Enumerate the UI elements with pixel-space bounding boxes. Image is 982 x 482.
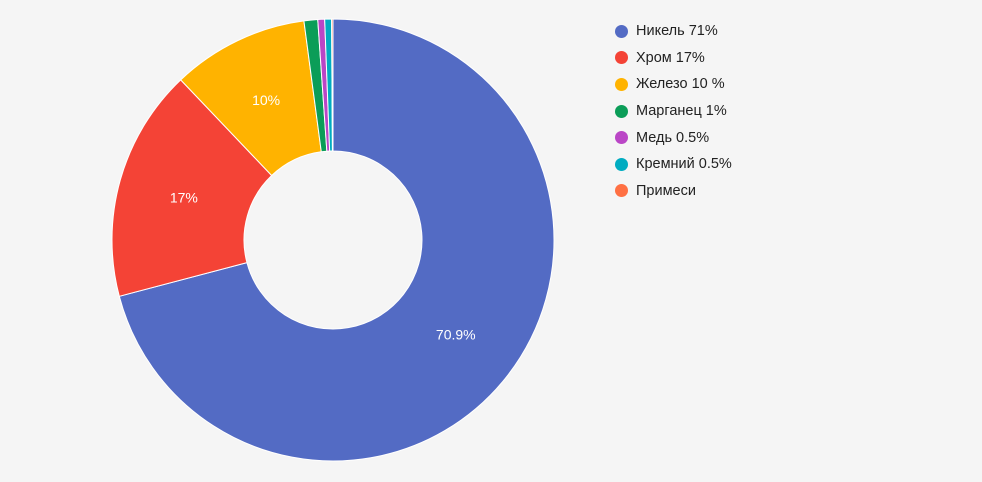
legend-label-0: Никель 71% bbox=[636, 23, 718, 40]
legend-item-1[interactable]: Хром 17% bbox=[615, 45, 732, 72]
legend-item-2[interactable]: Железо 10 % bbox=[615, 71, 732, 98]
legend-item-5[interactable]: Кремний 0.5% bbox=[615, 151, 732, 178]
legend-swatch-1 bbox=[615, 51, 628, 65]
slice-data-label-0: 70.9% bbox=[436, 327, 476, 343]
legend-swatch-4 bbox=[615, 131, 628, 145]
legend-label-6: Примеси bbox=[636, 182, 696, 199]
slice-data-label-1: 17% bbox=[170, 190, 198, 206]
chart-legend: Никель 71% Хром 17% Железо 10 % Марганец 1%… bbox=[615, 18, 732, 204]
slice-6[interactable] bbox=[331, 18, 334, 152]
legend-label-2: Железо 10 % bbox=[636, 76, 725, 93]
legend-swatch-0 bbox=[615, 24, 628, 38]
legend-item-0[interactable]: Никель 71% bbox=[615, 18, 732, 45]
legend-label-1: Хром 17% bbox=[636, 49, 705, 66]
slice-data-label-2: 10% bbox=[252, 92, 280, 108]
legend-item-4[interactable]: Медь 0.5% bbox=[615, 124, 732, 151]
slice-0[interactable] bbox=[118, 18, 555, 462]
legend-swatch-6 bbox=[615, 184, 628, 198]
legend-label-5: Кремний 0.5% bbox=[636, 156, 732, 173]
legend-swatch-3 bbox=[615, 104, 628, 118]
legend-swatch-2 bbox=[615, 77, 628, 91]
legend-item-3[interactable]: Марганец 1% bbox=[615, 98, 732, 125]
legend-label-3: Марганец 1% bbox=[636, 103, 727, 120]
legend-label-4: Медь 0.5% bbox=[636, 129, 710, 146]
legend-item-6[interactable]: Примеси bbox=[615, 178, 732, 205]
legend-swatch-5 bbox=[615, 157, 628, 171]
